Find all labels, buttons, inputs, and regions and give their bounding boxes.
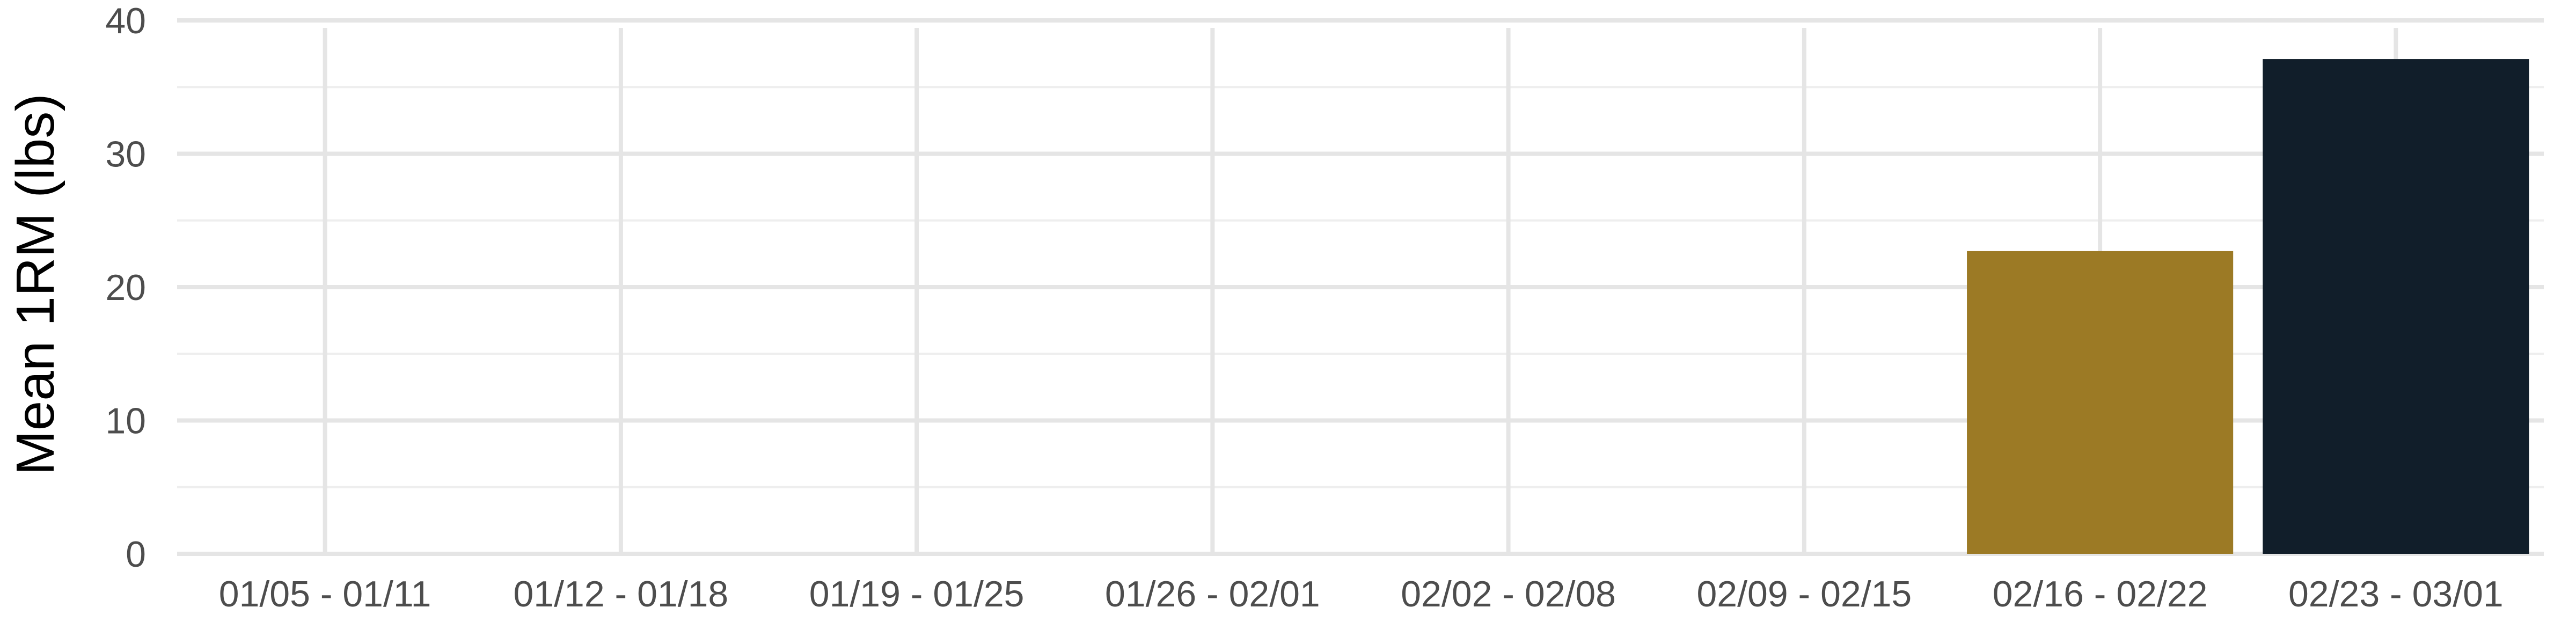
bar-6: [1967, 251, 2234, 554]
x-tick-labels: 01/05 - 01/11 01/12 - 01/18 01/19 - 01/25 0…: [219, 574, 2504, 614]
y-tick-labels: 0 10 20 30 40: [105, 1, 146, 575]
grid: [177, 18, 2544, 556]
y-tick-label: 10: [105, 401, 146, 442]
x-tick-label: 01/26 - 02/01: [1105, 574, 1320, 614]
x-tick-label: 01/19 - 01/25: [809, 574, 1024, 614]
x-tick-label: 02/09 - 02/15: [1696, 574, 1912, 614]
bar-7: [2263, 59, 2529, 554]
bars: [1967, 59, 2529, 554]
x-tick-label: 02/02 - 02/08: [1401, 574, 1616, 614]
x-tick-label: 02/16 - 02/22: [1993, 574, 2208, 614]
x-tick-label: 02/23 - 03/01: [2288, 574, 2504, 614]
y-tick-label: 20: [105, 267, 146, 308]
y-axis-title: Mean 1RM (lbs): [5, 93, 65, 475]
y-tick-label: 40: [105, 1, 146, 41]
x-tick-label: 01/12 - 01/18: [513, 574, 728, 614]
y-tick-label: 0: [126, 534, 146, 575]
x-tick-label: 01/05 - 01/11: [219, 574, 431, 614]
y-tick-label: 30: [105, 134, 146, 175]
